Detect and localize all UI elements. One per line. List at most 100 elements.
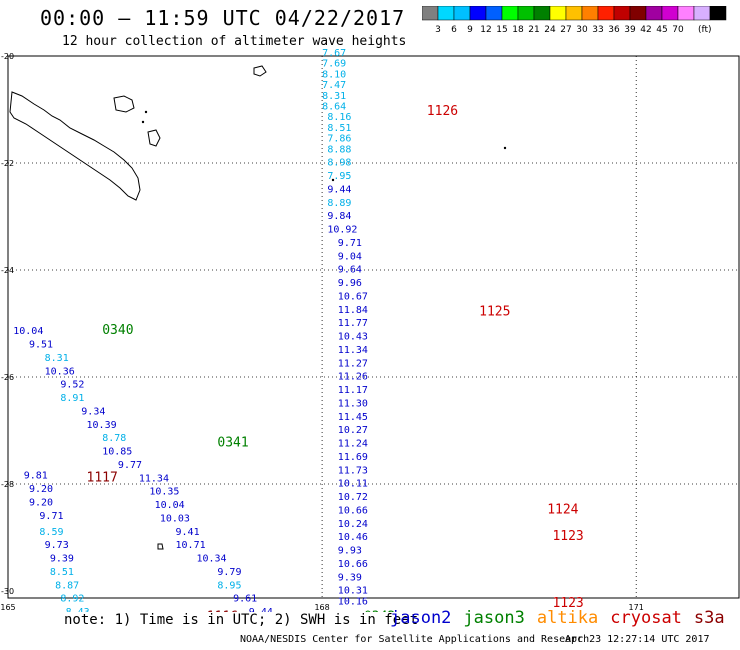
coastline bbox=[9, 91, 141, 201]
wave-height-label: 8.95 bbox=[217, 580, 241, 591]
colorbar-tick-label: 39 bbox=[624, 25, 636, 35]
wave-height-label: 8.31 bbox=[45, 353, 69, 364]
pass-time-label: 1124 bbox=[547, 502, 578, 517]
wave-height-label: 10.92 bbox=[327, 225, 357, 236]
wave-height-label: 11.84 bbox=[338, 305, 368, 316]
lon-tick-label: 165 bbox=[0, 603, 15, 612]
colorbar-tick-label: 12 bbox=[480, 25, 491, 35]
colorbar-tick-label: 36 bbox=[608, 25, 620, 35]
wave-height-label: 9.44 bbox=[327, 184, 351, 195]
wave-height-label: 10.34 bbox=[196, 554, 226, 565]
lat-tick-label: -20 bbox=[1, 52, 14, 61]
legend-entry-jason2: jason2 bbox=[390, 608, 452, 628]
colorbar-tick-label: 24 bbox=[544, 25, 556, 35]
wave-height-label: 10.66 bbox=[338, 505, 368, 516]
lon-tick-label: 168 bbox=[314, 603, 329, 612]
wave-height-label: 8.59 bbox=[39, 527, 63, 538]
legend-entry-jason3: jason3 bbox=[463, 608, 525, 628]
wave-height-label: 11.26 bbox=[338, 372, 368, 383]
wave-height-label: 8.43 bbox=[66, 607, 90, 612]
wave-height-label: 8.51 bbox=[327, 123, 351, 134]
wave-height-label: 9.34 bbox=[81, 406, 105, 417]
wave-height-label: 9.41 bbox=[176, 527, 200, 538]
pass-time-label: 1123 bbox=[552, 596, 583, 611]
wave-height-label: 8.16 bbox=[327, 112, 351, 123]
colorbar-tick-label: 33 bbox=[592, 25, 603, 35]
wave-height-label: 10.16 bbox=[338, 596, 368, 607]
wave-height-label: 10.67 bbox=[338, 291, 368, 302]
wave-height-label: 10.35 bbox=[149, 487, 179, 498]
island-outline bbox=[113, 95, 135, 113]
wave-height-label: 9.20 bbox=[29, 484, 53, 495]
wave-height-label: 9.84 bbox=[327, 211, 351, 222]
lat-tick-label: -30 bbox=[1, 587, 14, 596]
altimeter-map: -20-22-24-26-28-301651681711741777.677.6… bbox=[0, 48, 740, 612]
wave-height-label: 9.51 bbox=[29, 340, 53, 351]
wave-height-label: 11.45 bbox=[338, 412, 368, 423]
wave-height-label: 8.98 bbox=[327, 158, 351, 169]
wave-height-label: 9.39 bbox=[50, 554, 74, 565]
island-dot bbox=[141, 120, 145, 124]
wave-height-label: 8.78 bbox=[102, 433, 126, 444]
footnote: note: 1) Time is in UTC; 2) SWH is in fe… bbox=[64, 612, 419, 628]
island-dot bbox=[331, 178, 335, 182]
wave-height-label: 11.69 bbox=[338, 452, 368, 463]
wave-height-label: 10.36 bbox=[45, 366, 75, 377]
wave-height-label: 11.24 bbox=[338, 439, 368, 450]
wave-height-label: 10.24 bbox=[338, 519, 368, 530]
wave-height-label: 9.39 bbox=[338, 572, 362, 583]
pass-time-label: 0340 bbox=[102, 323, 133, 338]
wave-height-label: 10.66 bbox=[338, 559, 368, 570]
wave-height-label: 7.95 bbox=[327, 171, 351, 182]
legend-entry-cryosat: cryosat bbox=[610, 608, 682, 628]
credit-line: NOAA/NESDIS Center for Satellite Applica… bbox=[240, 634, 590, 645]
wave-height-label: 10.85 bbox=[102, 447, 132, 458]
wave-height-label: 9.93 bbox=[338, 546, 362, 557]
wave-height-label: 11.34 bbox=[338, 345, 368, 356]
pass-time-label: 1126 bbox=[427, 104, 458, 119]
colorbar-tick-label: 9 bbox=[467, 25, 473, 35]
wave-height-label: 10.46 bbox=[338, 532, 368, 543]
colorbar-swatch bbox=[709, 6, 727, 21]
wave-height-label: 10.72 bbox=[338, 492, 368, 503]
wave-height-label: 10.11 bbox=[338, 479, 368, 490]
wave-height-label: 8.31 bbox=[322, 91, 346, 102]
lat-tick-label: -22 bbox=[1, 159, 14, 168]
lat-tick-label: -28 bbox=[1, 480, 14, 489]
wave-height-label: 10.71 bbox=[176, 540, 206, 551]
wave-height-label: 10.27 bbox=[338, 425, 368, 436]
wave-height-label: 9.81 bbox=[24, 471, 48, 482]
wave-height-label: 9.04 bbox=[338, 251, 362, 262]
map-frame bbox=[7, 55, 740, 599]
colorbar-unit: (ft) bbox=[698, 25, 712, 35]
wave-height-label: 11.30 bbox=[338, 398, 368, 409]
colorbar-tick-label: 70 bbox=[672, 25, 684, 35]
wave-height-label: 8.51 bbox=[50, 567, 74, 578]
wave-height-label: 9.61 bbox=[233, 594, 257, 605]
island-outline bbox=[147, 129, 161, 147]
wave-height-label: 8.10 bbox=[322, 69, 346, 80]
lon-tick-label: 171 bbox=[629, 603, 644, 612]
wave-height-label: 8.88 bbox=[327, 144, 351, 155]
wave-height-label: 7.47 bbox=[322, 80, 346, 91]
pass-time-label: 1123 bbox=[552, 529, 583, 544]
island-dot bbox=[144, 110, 148, 114]
wave-height-label: 9.44 bbox=[249, 607, 273, 612]
lat-tick-label: -24 bbox=[1, 266, 14, 275]
wave-height-label: 9.64 bbox=[338, 265, 362, 276]
colorbar-tick-label: 30 bbox=[576, 25, 588, 35]
pass-time-label: 0342 bbox=[364, 609, 395, 612]
wave-height-label: 8.91 bbox=[60, 393, 84, 404]
wave-height-label: 9.77 bbox=[118, 460, 142, 471]
wave-height-label: 9.52 bbox=[60, 380, 84, 391]
colorbar-tick-label: 27 bbox=[560, 25, 571, 35]
wave-height-label: 7.69 bbox=[322, 59, 346, 70]
wave-height-label: 11.34 bbox=[139, 473, 169, 484]
color-scale-legend: 3 6 9 12 15 18 21 24 27 30 33 36 39 42 45 70 (ft) bbox=[422, 6, 727, 35]
colorbar-tick-label: 42 bbox=[640, 25, 651, 35]
wave-height-label: 7.67 bbox=[322, 48, 346, 59]
pass-time-label: 1116 bbox=[207, 609, 238, 612]
page-subtitle: 12 hour collection of altimeter wave hei… bbox=[62, 34, 407, 49]
colorbar-tick-label: 18 bbox=[512, 25, 524, 35]
colorbar-tick-label: 3 bbox=[435, 25, 441, 35]
